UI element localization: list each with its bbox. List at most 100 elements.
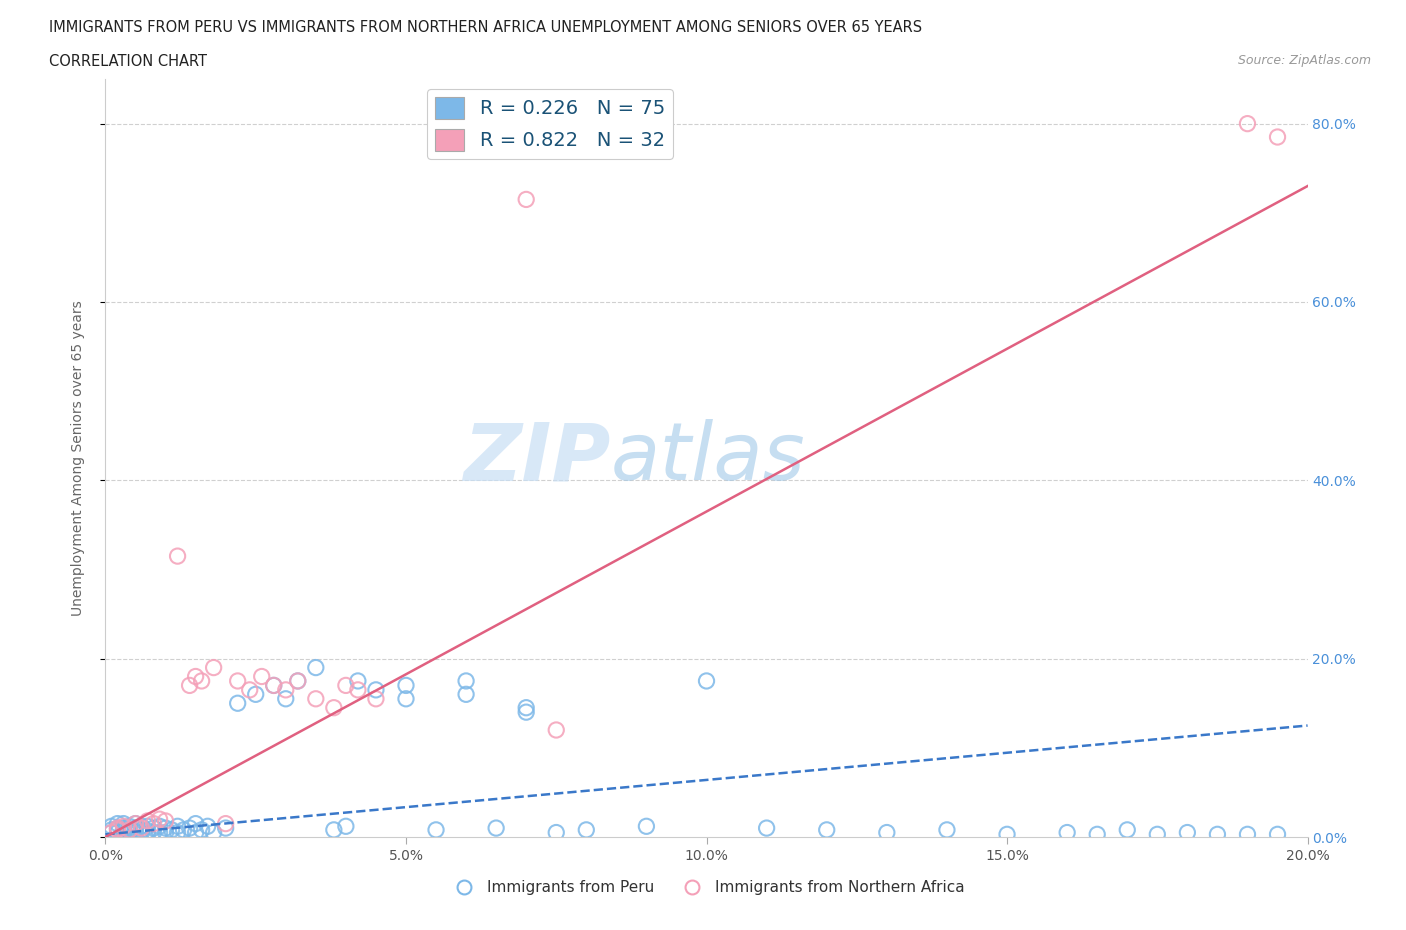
Point (1267, 129, 1289, 144)
Point (214, 820, 236, 835)
Point (335, 818, 357, 833)
Point (245, 687, 267, 702)
Point (107, 822, 129, 837)
Point (131, 820, 153, 835)
Point (142, 817, 165, 831)
Point (287, 673, 309, 688)
Text: Source: ZipAtlas.com: Source: ZipAtlas.com (1237, 54, 1371, 67)
Point (184, 825, 207, 840)
Point (166, 549, 188, 564)
Point (190, 822, 212, 837)
Text: atlas: atlas (610, 419, 806, 497)
Point (124, 824, 146, 839)
Point (118, 825, 141, 840)
Point (136, 827, 159, 842)
Point (515, 192, 537, 206)
Point (936, 822, 959, 837)
Point (546, 825, 568, 840)
Point (124, 820, 146, 835)
Point (263, 678, 285, 693)
Point (395, 678, 418, 693)
Point (124, 827, 146, 842)
Point (142, 825, 165, 840)
Point (1116, 822, 1139, 837)
Point (755, 820, 778, 835)
Y-axis label: Unemployment Among Seniors over 65 years: Unemployment Among Seniors over 65 years (70, 300, 84, 616)
Point (131, 822, 153, 837)
Point (546, 723, 568, 737)
Point (202, 825, 225, 840)
Point (100, 822, 122, 837)
Point (1056, 825, 1078, 840)
Point (107, 817, 129, 831)
Point (364, 683, 387, 698)
Point (515, 705, 537, 720)
Point (136, 823, 159, 838)
Point (322, 822, 344, 837)
Point (173, 822, 195, 837)
Point (155, 825, 177, 840)
Point (131, 818, 153, 833)
Point (214, 817, 236, 831)
Point (160, 822, 183, 837)
Point (347, 683, 370, 698)
Point (454, 673, 477, 688)
Point (131, 825, 153, 840)
Point (274, 683, 297, 698)
Point (112, 818, 135, 833)
Point (100, 825, 122, 840)
Point (1175, 825, 1198, 840)
Point (274, 691, 297, 706)
Point (197, 818, 219, 833)
Point (876, 825, 898, 840)
Point (305, 660, 328, 675)
Point (1146, 827, 1168, 842)
Point (1267, 827, 1289, 842)
Point (107, 820, 129, 835)
Point (202, 660, 225, 675)
Point (995, 827, 1018, 842)
Text: ZIP: ZIP (463, 419, 610, 497)
Point (287, 673, 309, 688)
Point (112, 817, 135, 831)
Point (155, 820, 177, 835)
Point (1206, 827, 1229, 842)
Point (166, 818, 188, 833)
Text: CORRELATION CHART: CORRELATION CHART (49, 54, 207, 69)
Point (112, 820, 135, 835)
Point (1085, 827, 1108, 842)
Point (263, 678, 285, 693)
Point (347, 673, 370, 688)
Legend: Immigrants from Peru, Immigrants from Northern Africa: Immigrants from Peru, Immigrants from No… (443, 874, 970, 901)
Point (305, 691, 328, 706)
Point (636, 818, 658, 833)
Point (112, 823, 135, 838)
Point (118, 822, 141, 837)
Point (239, 683, 262, 698)
Point (118, 818, 141, 833)
Text: IMMIGRANTS FROM PERU VS IMMIGRANTS FROM NORTHERN AFRICA UNEMPLOYMENT AMONG SENIO: IMMIGRANTS FROM PERU VS IMMIGRANTS FROM … (49, 20, 922, 35)
Point (335, 678, 357, 693)
Point (696, 673, 718, 688)
Point (226, 696, 249, 711)
Point (815, 822, 838, 837)
Point (112, 827, 135, 842)
Point (136, 818, 159, 833)
Point (100, 825, 122, 840)
Point (107, 825, 129, 840)
Point (136, 814, 159, 829)
Point (575, 822, 598, 837)
Point (184, 817, 207, 831)
Point (322, 700, 344, 715)
Point (179, 678, 201, 693)
Point (155, 814, 177, 829)
Point (395, 691, 418, 706)
Point (1236, 827, 1258, 842)
Point (148, 818, 170, 833)
Point (226, 673, 249, 688)
Point (124, 817, 146, 831)
Point (179, 820, 201, 835)
Point (118, 822, 141, 837)
Point (100, 818, 122, 833)
Point (250, 669, 273, 684)
